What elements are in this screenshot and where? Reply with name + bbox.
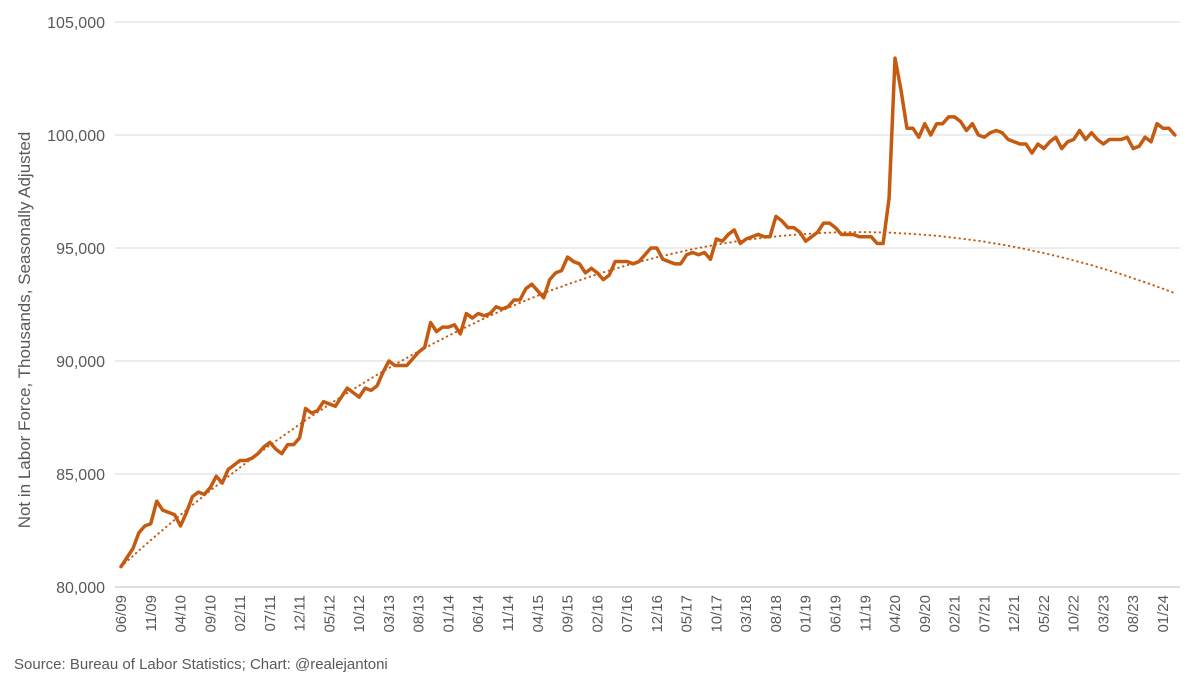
x-tick-label: 06/09 bbox=[113, 595, 130, 633]
x-tick-label: 09/20 bbox=[917, 595, 934, 633]
x-tick-label: 03/13 bbox=[381, 595, 398, 633]
x-tick-label: 12/11 bbox=[292, 595, 309, 631]
x-tick-label: 06/14 bbox=[470, 595, 487, 633]
trend-line bbox=[120, 231, 1176, 568]
x-tick-label: 04/10 bbox=[173, 595, 190, 633]
x-tick-label: 11/14 bbox=[500, 595, 517, 631]
y-tick-label: 95,000 bbox=[56, 241, 105, 258]
x-tick-label: 10/17 bbox=[708, 595, 725, 633]
x-tick-label: 09/10 bbox=[202, 595, 219, 633]
x-tick-label: 03/18 bbox=[738, 595, 755, 633]
y-axis-label: Not in Labor Force, Thousands, Seasonall… bbox=[15, 132, 34, 529]
data-line bbox=[119, 56, 1177, 569]
source: Source: Bureau of Labor Statistics; Char… bbox=[14, 656, 388, 673]
x-tick-label: 01/24 bbox=[1155, 595, 1172, 633]
y-tick-label: 90,000 bbox=[56, 354, 105, 371]
x-tick-label: 05/12 bbox=[321, 595, 338, 633]
x-tick-label: 04/20 bbox=[887, 595, 904, 633]
x-tick-label: 12/21 bbox=[1006, 595, 1023, 633]
x-tick-label: 10/12 bbox=[351, 595, 368, 633]
x-tick-label: 03/23 bbox=[1095, 595, 1112, 633]
x-tick-label: 01/19 bbox=[798, 595, 815, 633]
x-tick-label: 01/14 bbox=[440, 595, 457, 633]
x-tick-label: 12/16 bbox=[649, 595, 666, 633]
y-tick-label: 100,000 bbox=[47, 128, 105, 145]
x-tick-label: 08/23 bbox=[1125, 595, 1142, 633]
x-tick-label: 10/22 bbox=[1066, 595, 1083, 633]
x-tick-label: 11/09 bbox=[143, 595, 160, 631]
x-tick-label: 07/16 bbox=[619, 595, 636, 633]
x-tick-label: 09/15 bbox=[560, 595, 577, 633]
x-tick-label: 11/19 bbox=[857, 595, 874, 631]
x-tick-label: 02/16 bbox=[589, 595, 606, 633]
y-tick-label: 80,000 bbox=[56, 580, 105, 597]
x-tick-label: 04/15 bbox=[530, 595, 547, 633]
x-tick-label: 05/22 bbox=[1036, 595, 1053, 633]
x-tick-label: 07/11 bbox=[262, 595, 279, 631]
x-tick-label: 06/19 bbox=[827, 595, 844, 633]
x-tick-label: 08/13 bbox=[411, 595, 428, 633]
y-tick-label: 105,000 bbox=[47, 15, 105, 32]
x-tick-label: 05/17 bbox=[679, 595, 696, 633]
x-tick-label: 02/21 bbox=[947, 595, 964, 633]
x-tick-label: 02/11 bbox=[232, 595, 249, 631]
x-tick-label: 08/18 bbox=[768, 595, 785, 633]
y-tick-label: 85,000 bbox=[56, 467, 105, 484]
x-tick-label: 07/21 bbox=[976, 595, 993, 633]
